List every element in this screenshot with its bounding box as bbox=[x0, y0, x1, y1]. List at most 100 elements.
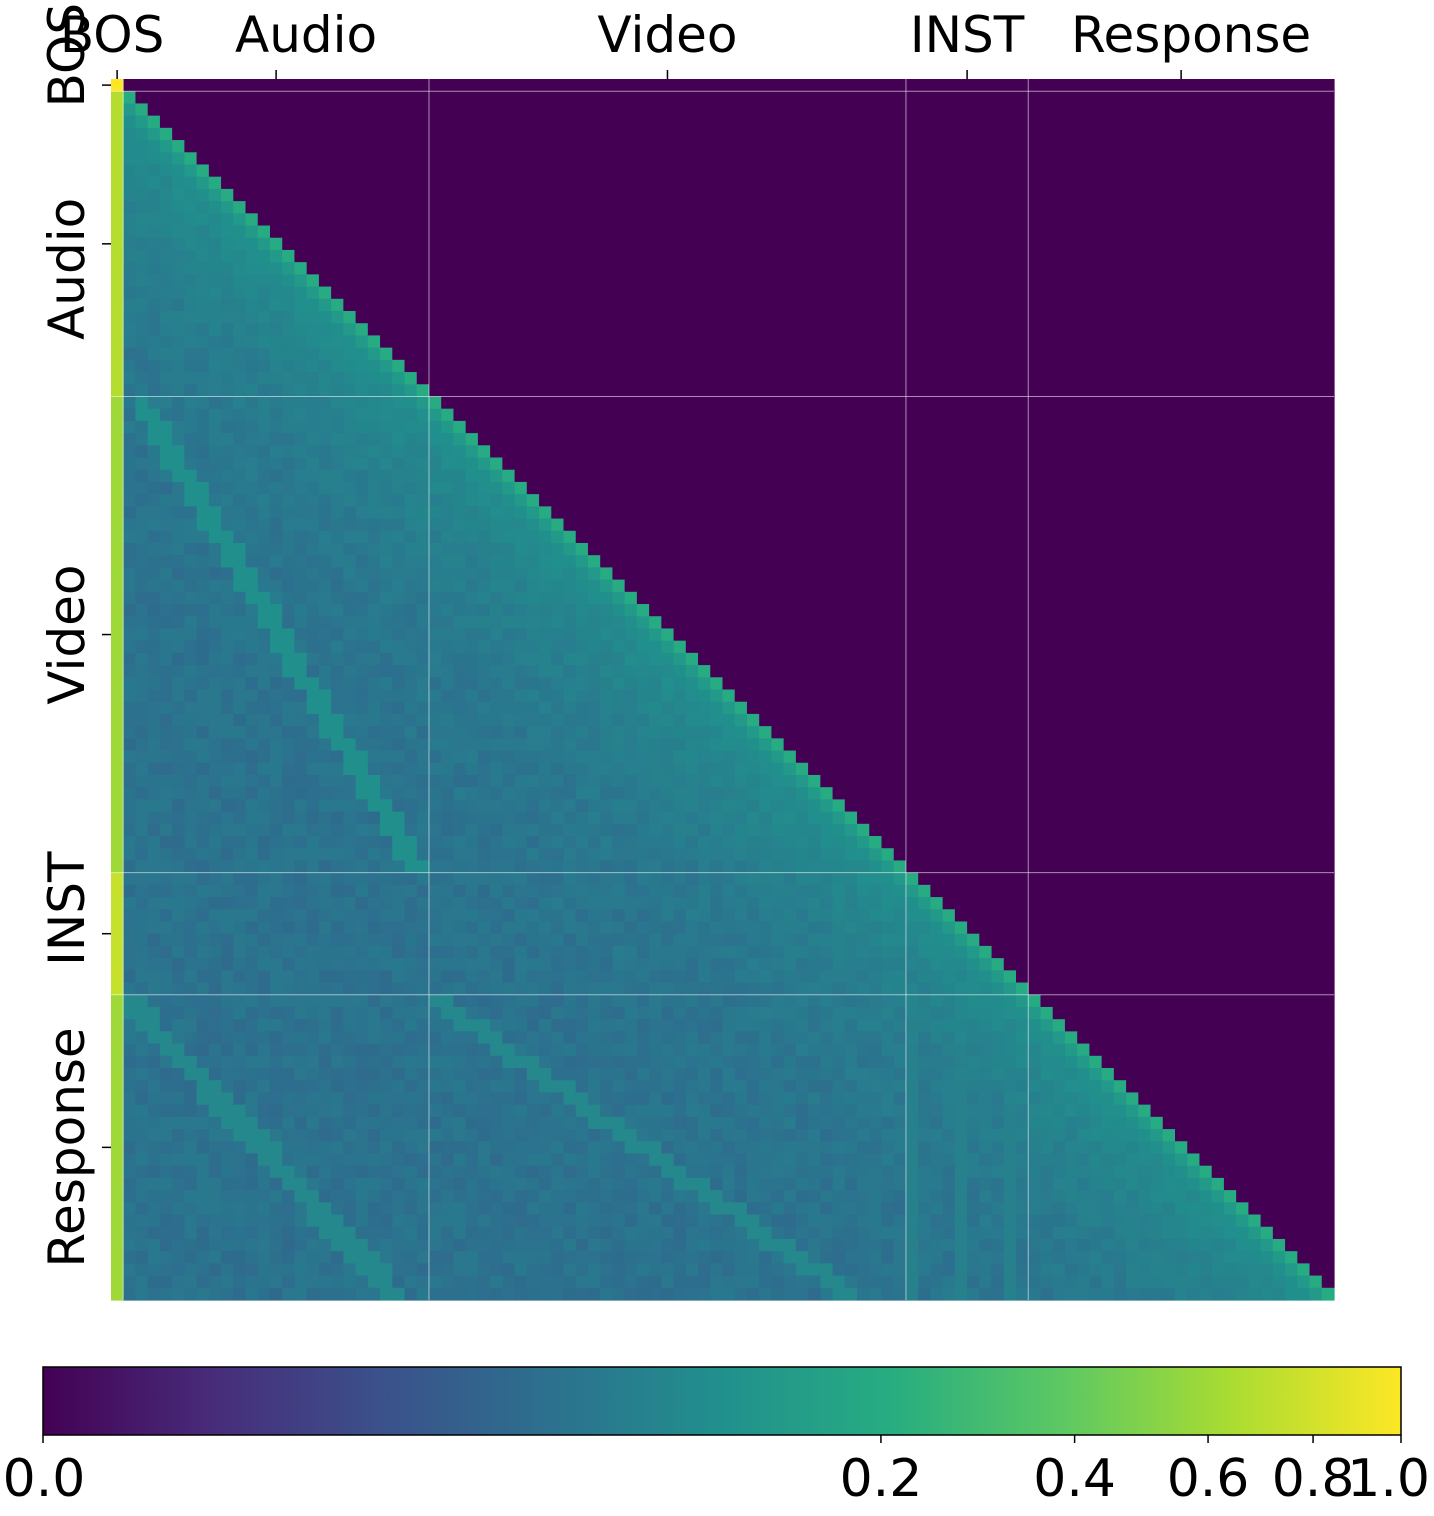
heatmap-cell bbox=[135, 567, 149, 581]
heatmap-cell bbox=[991, 262, 1005, 275]
heatmap-cell bbox=[1199, 274, 1213, 288]
heatmap-cell bbox=[380, 347, 393, 361]
heatmap-cell bbox=[477, 579, 491, 593]
heatmap-cell bbox=[331, 347, 344, 361]
heatmap-cell bbox=[306, 506, 320, 520]
heatmap-cell bbox=[514, 323, 528, 337]
heatmap-cell bbox=[1101, 555, 1115, 568]
heatmap-cell bbox=[1150, 188, 1164, 202]
heatmap-cell bbox=[930, 274, 944, 288]
heatmap-cell bbox=[698, 567, 711, 581]
heatmap-cell bbox=[514, 213, 528, 227]
heatmap-cell bbox=[196, 591, 210, 605]
heatmap-cell bbox=[490, 628, 503, 642]
heatmap-cell bbox=[147, 201, 161, 214]
heatmap-cell bbox=[1003, 494, 1017, 507]
heatmap-cell bbox=[636, 103, 650, 117]
heatmap-cell bbox=[563, 396, 577, 410]
heatmap-cell bbox=[539, 494, 552, 507]
heatmap-cell bbox=[1321, 164, 1335, 178]
heatmap-cell bbox=[563, 213, 577, 227]
heatmap-cell bbox=[490, 396, 503, 410]
heatmap-cell bbox=[1126, 579, 1139, 593]
heatmap-cell bbox=[1052, 213, 1066, 227]
heatmap-cell bbox=[428, 652, 442, 666]
heatmap-cell bbox=[832, 237, 846, 251]
heatmap-cell bbox=[551, 225, 565, 239]
heatmap-cell bbox=[1297, 298, 1311, 312]
heatmap-cell bbox=[282, 176, 296, 190]
heatmap-cell bbox=[1175, 115, 1188, 129]
heatmap-cell bbox=[1126, 176, 1139, 190]
heatmap-cell bbox=[1248, 604, 1262, 617]
heatmap-cell bbox=[575, 469, 589, 483]
heatmap-cell bbox=[490, 481, 503, 495]
heatmap-cell bbox=[355, 91, 369, 105]
heatmap-cell bbox=[869, 628, 883, 642]
heatmap-cell bbox=[1040, 140, 1054, 153]
heatmap-cell bbox=[832, 530, 846, 544]
heatmap-cell bbox=[490, 201, 503, 214]
heatmap-cell bbox=[1077, 420, 1090, 434]
heatmap-cell bbox=[1187, 396, 1201, 410]
heatmap-cell bbox=[404, 225, 418, 239]
heatmap-cell bbox=[380, 152, 393, 166]
heatmap-cell bbox=[746, 396, 760, 410]
heatmap-cell bbox=[869, 115, 883, 129]
heatmap-cell bbox=[1309, 542, 1323, 556]
heatmap-cell bbox=[832, 103, 846, 117]
heatmap-cell bbox=[808, 665, 821, 678]
heatmap-cell bbox=[881, 115, 895, 129]
heatmap-cell bbox=[1052, 457, 1066, 471]
heatmap-cell bbox=[1003, 310, 1017, 324]
heatmap-cell bbox=[318, 591, 332, 605]
heatmap-cell bbox=[1150, 604, 1164, 617]
heatmap-cell bbox=[930, 518, 944, 532]
heatmap-cell bbox=[331, 506, 344, 520]
heatmap-cell bbox=[649, 640, 662, 654]
heatmap-cell bbox=[967, 176, 980, 190]
heatmap-cell bbox=[795, 420, 809, 434]
heatmap-cell bbox=[771, 323, 785, 337]
heatmap-cell bbox=[1003, 640, 1017, 654]
heatmap-cell bbox=[954, 433, 968, 446]
heatmap-cell bbox=[624, 408, 638, 422]
heatmap-cell bbox=[306, 140, 320, 153]
heatmap-cell bbox=[453, 469, 467, 483]
heatmap-cell bbox=[783, 530, 797, 544]
heatmap-cell bbox=[318, 237, 332, 251]
heatmap-cell bbox=[294, 152, 308, 166]
heatmap-cell bbox=[184, 567, 198, 581]
heatmap-cell bbox=[918, 310, 932, 324]
heatmap-cell bbox=[673, 115, 687, 129]
heatmap-cell bbox=[905, 201, 919, 214]
heatmap-cell bbox=[282, 652, 296, 666]
heatmap-cell bbox=[600, 298, 614, 312]
heatmap-cell bbox=[1199, 518, 1213, 532]
heatmap-cell bbox=[318, 433, 332, 446]
heatmap-cell bbox=[942, 408, 956, 422]
heatmap-cell bbox=[172, 286, 185, 300]
heatmap-cell bbox=[1003, 201, 1017, 214]
heatmap-cell bbox=[685, 79, 699, 92]
heatmap-cell bbox=[1248, 494, 1262, 507]
heatmap-cell bbox=[1138, 335, 1152, 349]
heatmap-cell bbox=[1089, 359, 1103, 373]
heatmap-cell bbox=[942, 91, 956, 105]
heatmap-cell bbox=[869, 481, 883, 495]
heatmap-cell bbox=[477, 91, 491, 105]
heatmap-cell bbox=[942, 542, 956, 556]
heatmap-cell bbox=[783, 604, 797, 617]
heatmap-cell bbox=[1260, 103, 1274, 117]
heatmap-cell bbox=[954, 628, 968, 642]
heatmap-cell bbox=[979, 555, 993, 568]
heatmap-cell bbox=[1223, 298, 1237, 312]
heatmap-cell bbox=[233, 530, 247, 544]
heatmap-cell bbox=[1101, 176, 1115, 190]
heatmap-cell bbox=[869, 384, 883, 398]
heatmap-cell bbox=[612, 286, 626, 300]
heatmap-cell bbox=[685, 481, 699, 495]
heatmap-cell bbox=[502, 225, 516, 239]
heatmap-cell bbox=[355, 310, 369, 324]
heatmap-cell bbox=[746, 225, 760, 239]
